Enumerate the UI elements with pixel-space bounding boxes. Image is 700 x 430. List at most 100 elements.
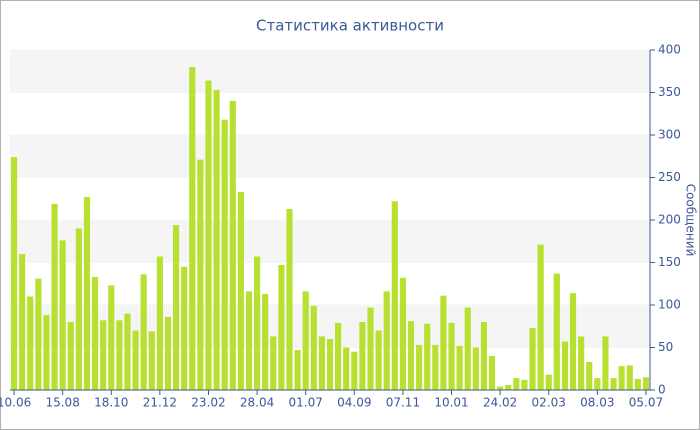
bar bbox=[83, 197, 91, 390]
bar bbox=[237, 191, 244, 390]
bar bbox=[529, 327, 536, 390]
bar bbox=[367, 307, 374, 390]
bar bbox=[335, 322, 342, 390]
bar bbox=[294, 350, 301, 390]
bar bbox=[553, 273, 560, 390]
bar bbox=[245, 291, 253, 390]
x-tick-label: 05.07 bbox=[629, 396, 663, 410]
bar bbox=[432, 344, 439, 390]
bar bbox=[343, 347, 350, 390]
bar bbox=[594, 378, 601, 390]
bar bbox=[156, 256, 163, 390]
bar bbox=[35, 278, 42, 390]
bar bbox=[634, 378, 641, 390]
bar bbox=[75, 228, 82, 390]
bar bbox=[602, 336, 609, 390]
bar bbox=[164, 316, 172, 390]
grid-band bbox=[10, 135, 650, 178]
bar bbox=[424, 323, 431, 390]
bar bbox=[456, 345, 463, 390]
bar bbox=[10, 157, 18, 390]
y-tick-label: 100 bbox=[658, 298, 681, 312]
bar bbox=[213, 89, 220, 390]
x-tick-label: 28.04 bbox=[240, 396, 274, 410]
bar bbox=[513, 378, 520, 390]
bar bbox=[505, 384, 512, 390]
y-tick-label: 200 bbox=[658, 213, 681, 227]
bar bbox=[181, 266, 188, 390]
bar bbox=[270, 336, 277, 390]
bar bbox=[578, 336, 585, 390]
bar bbox=[318, 336, 325, 390]
x-tick-label: 04.09 bbox=[337, 396, 371, 410]
bar bbox=[440, 295, 447, 390]
bar bbox=[197, 159, 204, 390]
bar bbox=[43, 315, 50, 390]
bar bbox=[351, 351, 358, 390]
bar bbox=[391, 201, 398, 390]
grid-band bbox=[10, 50, 650, 93]
bar bbox=[67, 322, 74, 390]
bar bbox=[626, 365, 633, 390]
bar bbox=[610, 378, 617, 390]
y-axis-label: Сообщений bbox=[684, 184, 698, 257]
chart-title: Статистика активности bbox=[256, 17, 444, 35]
bar bbox=[561, 341, 569, 390]
bar bbox=[51, 203, 58, 390]
bar bbox=[448, 322, 455, 390]
x-tick-label: 21.12 bbox=[143, 396, 177, 410]
y-tick-label: 350 bbox=[658, 85, 681, 99]
bar bbox=[148, 331, 155, 390]
bar bbox=[262, 293, 269, 390]
bar bbox=[618, 366, 625, 390]
bar bbox=[586, 361, 593, 390]
bar bbox=[189, 67, 196, 390]
x-tick-label: 08.03 bbox=[580, 396, 614, 410]
bar bbox=[407, 321, 415, 390]
bar bbox=[383, 291, 390, 390]
x-tick-label: 24.02 bbox=[483, 396, 517, 410]
bar bbox=[59, 240, 66, 390]
bar bbox=[399, 277, 406, 390]
y-tick-label: 50 bbox=[658, 340, 673, 354]
bar bbox=[326, 339, 334, 390]
bar bbox=[302, 291, 309, 390]
y-tick-label: 300 bbox=[658, 128, 681, 142]
bar bbox=[278, 265, 285, 390]
x-tick-label: 02.03 bbox=[532, 396, 566, 410]
bar bbox=[254, 256, 261, 390]
bar bbox=[472, 347, 479, 390]
bar bbox=[569, 293, 577, 390]
y-tick-label: 400 bbox=[658, 43, 681, 57]
bar bbox=[359, 322, 366, 390]
bar bbox=[140, 274, 147, 390]
bar bbox=[91, 276, 99, 390]
x-tick-label: 23.02 bbox=[191, 396, 225, 410]
bar bbox=[642, 377, 650, 390]
bar bbox=[132, 330, 139, 390]
bar bbox=[221, 119, 228, 390]
grid-band bbox=[10, 220, 650, 263]
bar bbox=[310, 305, 317, 390]
bar bbox=[108, 285, 115, 390]
bar bbox=[497, 386, 504, 390]
bar bbox=[229, 101, 236, 390]
x-tick-label: 10.06 bbox=[0, 396, 31, 410]
y-tick-label: 250 bbox=[658, 170, 681, 184]
bar bbox=[375, 330, 382, 390]
x-tick-label: 18.10 bbox=[94, 396, 128, 410]
x-tick-label: 07.11 bbox=[386, 396, 420, 410]
bar bbox=[521, 379, 528, 390]
x-tick-label: 15.08 bbox=[45, 396, 79, 410]
bar bbox=[537, 244, 544, 390]
bar bbox=[205, 80, 212, 390]
bar bbox=[480, 322, 488, 390]
y-tick-label: 150 bbox=[658, 255, 681, 269]
bar bbox=[172, 225, 180, 390]
bar bbox=[416, 344, 423, 390]
bar bbox=[19, 254, 26, 390]
x-tick-label: 01.07 bbox=[289, 396, 323, 410]
y-tick-label: 0 bbox=[658, 383, 666, 397]
bar bbox=[124, 313, 131, 390]
